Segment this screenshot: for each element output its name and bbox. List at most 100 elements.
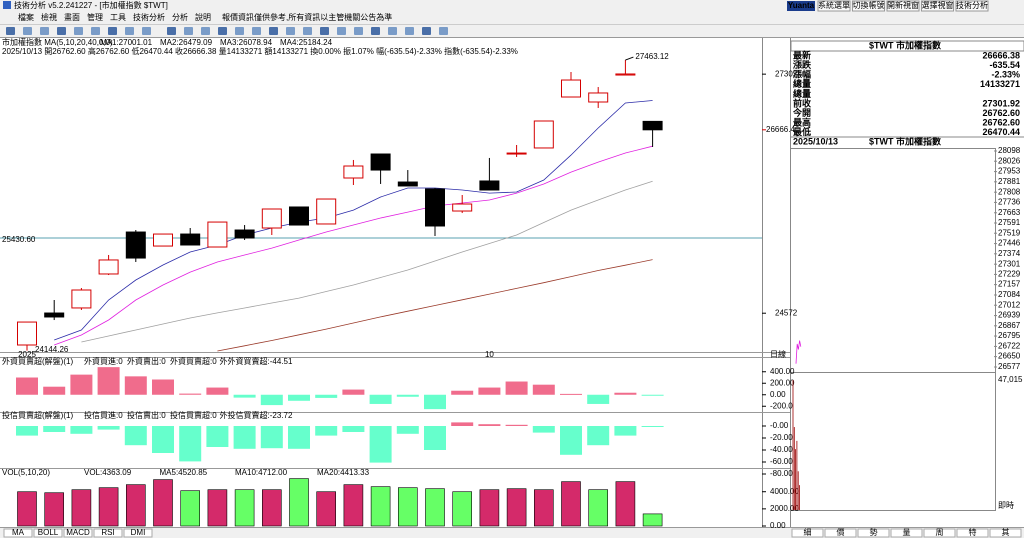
app-icon [3,1,11,9]
right-tab[interactable] [791,528,824,538]
right-tab[interactable] [923,528,956,538]
bar [505,424,528,426]
toolbar-icon[interactable] [23,27,32,35]
bottom-tab-label: MACD [66,528,90,537]
ma-line [54,100,653,341]
menu-item[interactable]: 工具 [110,13,126,22]
toolbar-icon[interactable] [91,27,100,35]
menu-item[interactable]: 檢視 [41,12,57,22]
toolbar-icon[interactable] [303,27,312,35]
y-tick-label: 27591 [998,218,1021,227]
toolbar-icon[interactable] [439,27,448,35]
x-tick-label: 2025 [18,350,36,359]
menu-item[interactable]: 說明 [195,12,211,22]
bar [451,390,474,395]
quote-label: 漲跌 [793,59,812,70]
volume-bar [425,488,445,527]
right-tab-label: 價 [837,528,845,537]
toolbar-icon[interactable] [74,27,83,35]
volume-bar [316,491,337,527]
menu-item[interactable]: 檔案 [18,12,34,22]
bottom-tab[interactable] [33,528,63,538]
bottom-tab[interactable] [123,528,153,538]
toolbar-icon[interactable] [40,27,49,35]
last-price-label: 26666.4 [766,125,795,134]
top-button[interactable] [817,0,851,12]
right-tab[interactable] [824,528,857,538]
top-button[interactable] [955,0,989,12]
panel-legend: 投信買進:0 [84,410,123,420]
toolbar-icon[interactable] [6,27,15,35]
right-tab-label: 細 [804,527,812,537]
toolbar-icon[interactable] [405,27,414,35]
bar [70,426,93,434]
volume-bar [98,487,119,527]
y-tick-label: 26577 [998,362,1021,371]
bar [532,384,555,395]
toolbar-icon[interactable] [167,27,176,35]
bar [342,426,365,432]
right-tab[interactable] [857,528,890,538]
bottom-tab-label: BOLL [38,528,59,537]
right-tab[interactable] [890,528,923,538]
menu-item[interactable]: 管理 [87,12,103,22]
bar [124,376,147,395]
bar [424,394,446,410]
toolbar-icon[interactable] [422,27,431,35]
volume-bar [479,489,500,527]
volume-bar [289,478,309,527]
toolbar-icon[interactable] [201,27,210,35]
top-button[interactable] [852,0,885,12]
toolbar-icon[interactable] [142,27,151,35]
toolbar-icon[interactable] [108,27,117,35]
right-tab[interactable] [956,528,989,538]
volume-bar [261,489,282,527]
quote-label: 總量 [793,88,811,99]
y-tick-label: 28098 [998,146,1021,155]
reference-label: 25430.60 [2,235,36,244]
intraday-mode: 即時 [998,501,1014,510]
menu-item[interactable]: 技術分析 [133,12,165,22]
toolbar-icon[interactable] [320,27,329,35]
bottom-tab[interactable] [3,528,33,538]
right-tab[interactable] [989,528,1022,538]
ma-line [81,180,653,343]
toolbar-icon[interactable] [354,27,363,35]
quote-value: -635.54 [989,60,1020,70]
bar [233,426,256,449]
toolbar-icon[interactable] [184,27,193,35]
toolbar-icon[interactable] [218,27,227,35]
y-tick-label: 4000.00 [770,487,799,496]
quote-value: 26762.60 [982,118,1020,128]
toolbar-icon[interactable] [252,27,261,35]
y-tick-label: 27881 [998,177,1021,186]
quote-value: -2.33% [991,70,1020,80]
bar [532,426,555,433]
menu-item[interactable]: 畫面 [64,12,80,22]
menu-item[interactable]: 分析 [172,12,188,22]
intraday-line [795,340,802,364]
bottom-tab[interactable] [63,528,93,538]
bar [97,367,120,395]
candle-body [615,73,636,76]
toolbar-icon[interactable] [286,27,295,35]
toolbar-icon[interactable] [269,27,278,35]
bottom-tab[interactable] [93,528,123,538]
bar [641,394,664,396]
toolbar-icon[interactable] [371,27,380,35]
toolbar-icon[interactable] [337,27,346,35]
top-button[interactable] [886,0,920,12]
toolbar-icon[interactable] [235,27,244,35]
candle-body [180,233,201,246]
volume-bar [126,484,146,527]
y-tick-label: 26939 [998,311,1021,320]
bar [478,387,501,395]
toolbar-icon[interactable] [125,27,134,35]
bar [614,426,637,436]
toolbar-icon[interactable] [388,27,397,35]
bottom-tab-label: RSI [101,528,114,537]
bar [179,426,202,462]
toolbar-icon[interactable] [57,27,66,35]
top-button[interactable] [921,0,954,12]
